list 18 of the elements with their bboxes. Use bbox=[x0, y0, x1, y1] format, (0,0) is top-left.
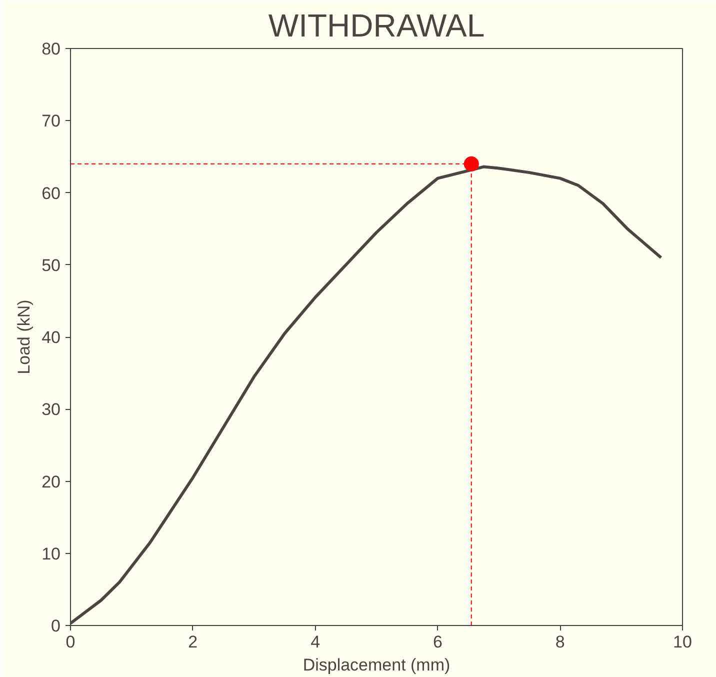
y-tick-label: 80 bbox=[42, 40, 61, 58]
x-tick-label: 2 bbox=[188, 632, 198, 652]
x-tick-label: 6 bbox=[432, 632, 442, 652]
y-tick-label: 60 bbox=[42, 184, 61, 203]
x-axis-title: Displacement (mm) bbox=[302, 656, 450, 674]
x-tick-label: 0 bbox=[66, 632, 76, 652]
chart-title: WITHDRAWAL bbox=[268, 8, 485, 44]
y-tick-label: 0 bbox=[51, 616, 61, 636]
y-tick-label: 30 bbox=[42, 400, 61, 420]
y-tick-label: 20 bbox=[42, 472, 61, 492]
x-tick-label: 8 bbox=[555, 632, 565, 652]
y-axis-title: Load (kN) bbox=[14, 300, 34, 374]
y-tick-label: 70 bbox=[42, 112, 61, 131]
y-tick-label: 50 bbox=[42, 256, 61, 275]
y-tick-label: 10 bbox=[42, 544, 61, 564]
y-tick-label: 40 bbox=[42, 328, 61, 347]
x-tick-label: 4 bbox=[310, 632, 320, 652]
x-tick-label: 10 bbox=[673, 632, 692, 652]
